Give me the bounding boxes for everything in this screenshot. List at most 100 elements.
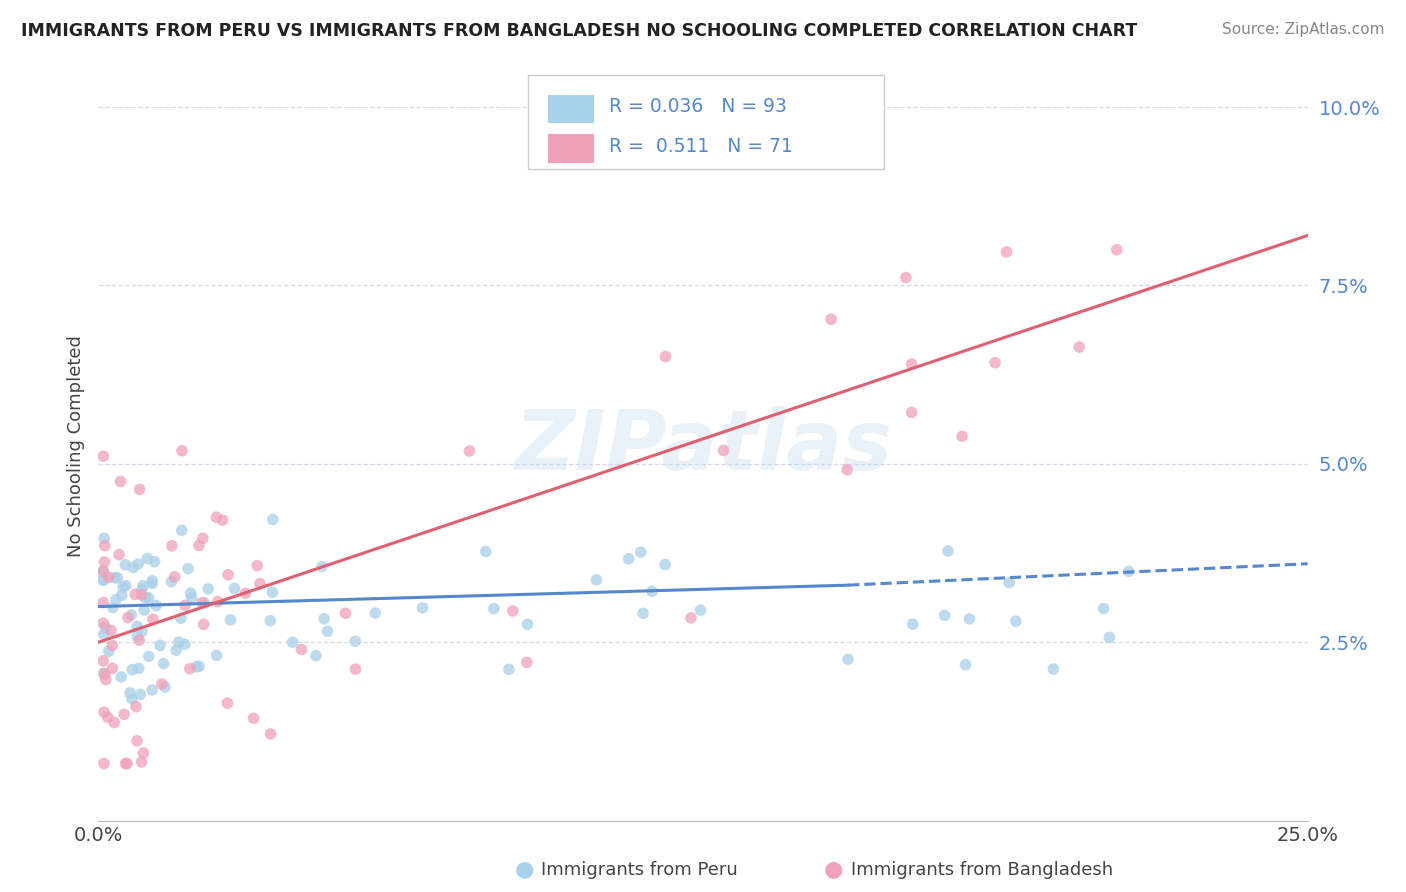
Point	[900, 405, 922, 419]
Point	[152, 657, 174, 671]
Point	[998, 575, 1021, 590]
Point	[654, 350, 676, 364]
Point	[281, 635, 304, 649]
Point	[114, 756, 136, 771]
FancyBboxPatch shape	[548, 135, 595, 162]
Point	[259, 727, 281, 741]
Point	[150, 677, 173, 691]
Point	[101, 600, 124, 615]
Point	[1004, 614, 1026, 628]
Point	[128, 483, 150, 497]
Point	[1069, 340, 1091, 354]
Point	[101, 661, 124, 675]
Point	[93, 627, 115, 641]
Point	[344, 662, 367, 676]
Point	[217, 567, 239, 582]
Point	[1092, 601, 1115, 615]
Point	[934, 608, 956, 623]
Text: ●: ●	[824, 860, 844, 880]
Point	[94, 539, 117, 553]
Point	[114, 579, 136, 593]
Point	[482, 601, 505, 615]
FancyBboxPatch shape	[527, 75, 884, 169]
Point	[207, 594, 229, 608]
Point	[211, 513, 233, 527]
Point	[127, 557, 149, 571]
Point	[97, 570, 120, 584]
Point	[153, 680, 176, 694]
Point	[516, 656, 538, 670]
Point	[262, 585, 284, 599]
Point	[108, 548, 131, 562]
Point	[311, 559, 333, 574]
Point	[984, 356, 1007, 370]
Point	[121, 692, 143, 706]
Point	[104, 571, 127, 585]
Point	[959, 612, 981, 626]
Point	[91, 565, 114, 579]
Point	[141, 682, 163, 697]
Point	[235, 586, 257, 600]
Point	[502, 604, 524, 618]
Point	[91, 654, 114, 668]
Point	[94, 673, 117, 687]
Point	[689, 603, 711, 617]
Text: Immigrants from Bangladesh: Immigrants from Bangladesh	[851, 861, 1112, 879]
Point	[125, 733, 148, 747]
Point	[91, 572, 114, 586]
Point	[188, 659, 211, 673]
Point	[91, 564, 114, 578]
Point	[894, 270, 917, 285]
Point	[121, 607, 143, 622]
Point	[124, 587, 146, 601]
Text: ●: ●	[515, 860, 534, 880]
Point	[205, 510, 228, 524]
Point	[112, 580, 135, 594]
Point	[163, 570, 186, 584]
Point	[160, 574, 183, 589]
Point	[100, 624, 122, 638]
Point	[259, 614, 281, 628]
Point	[617, 551, 640, 566]
Point	[170, 611, 193, 625]
Point	[142, 612, 165, 626]
Point	[110, 670, 132, 684]
Point	[165, 643, 187, 657]
Point	[93, 574, 115, 588]
Point	[107, 571, 129, 585]
Point	[631, 607, 654, 621]
Point	[474, 544, 496, 558]
Point	[217, 696, 239, 710]
FancyBboxPatch shape	[548, 95, 595, 123]
Y-axis label: No Schooling Completed: No Schooling Completed	[66, 335, 84, 557]
Point	[344, 634, 367, 648]
Point	[335, 606, 357, 620]
Text: R = 0.036   N = 93: R = 0.036 N = 93	[609, 97, 786, 116]
Point	[197, 582, 219, 596]
Point	[101, 639, 124, 653]
Point	[103, 715, 125, 730]
Point	[94, 620, 117, 634]
Point	[180, 591, 202, 605]
Point	[901, 617, 924, 632]
Point	[132, 746, 155, 760]
Text: Immigrants from Peru: Immigrants from Peru	[541, 861, 738, 879]
Point	[93, 555, 115, 569]
Point	[93, 706, 115, 720]
Point	[316, 624, 339, 639]
Point	[122, 560, 145, 574]
Point	[127, 629, 149, 643]
Point	[191, 596, 214, 610]
Point	[145, 599, 167, 613]
Point	[114, 558, 136, 572]
Point	[995, 244, 1018, 259]
Point	[112, 707, 135, 722]
Point	[179, 662, 201, 676]
Point	[249, 576, 271, 591]
Text: Source: ZipAtlas.com: Source: ZipAtlas.com	[1222, 22, 1385, 37]
Point	[138, 649, 160, 664]
Point	[630, 545, 652, 559]
Point	[412, 600, 434, 615]
Point	[97, 710, 120, 724]
Point	[149, 638, 172, 652]
